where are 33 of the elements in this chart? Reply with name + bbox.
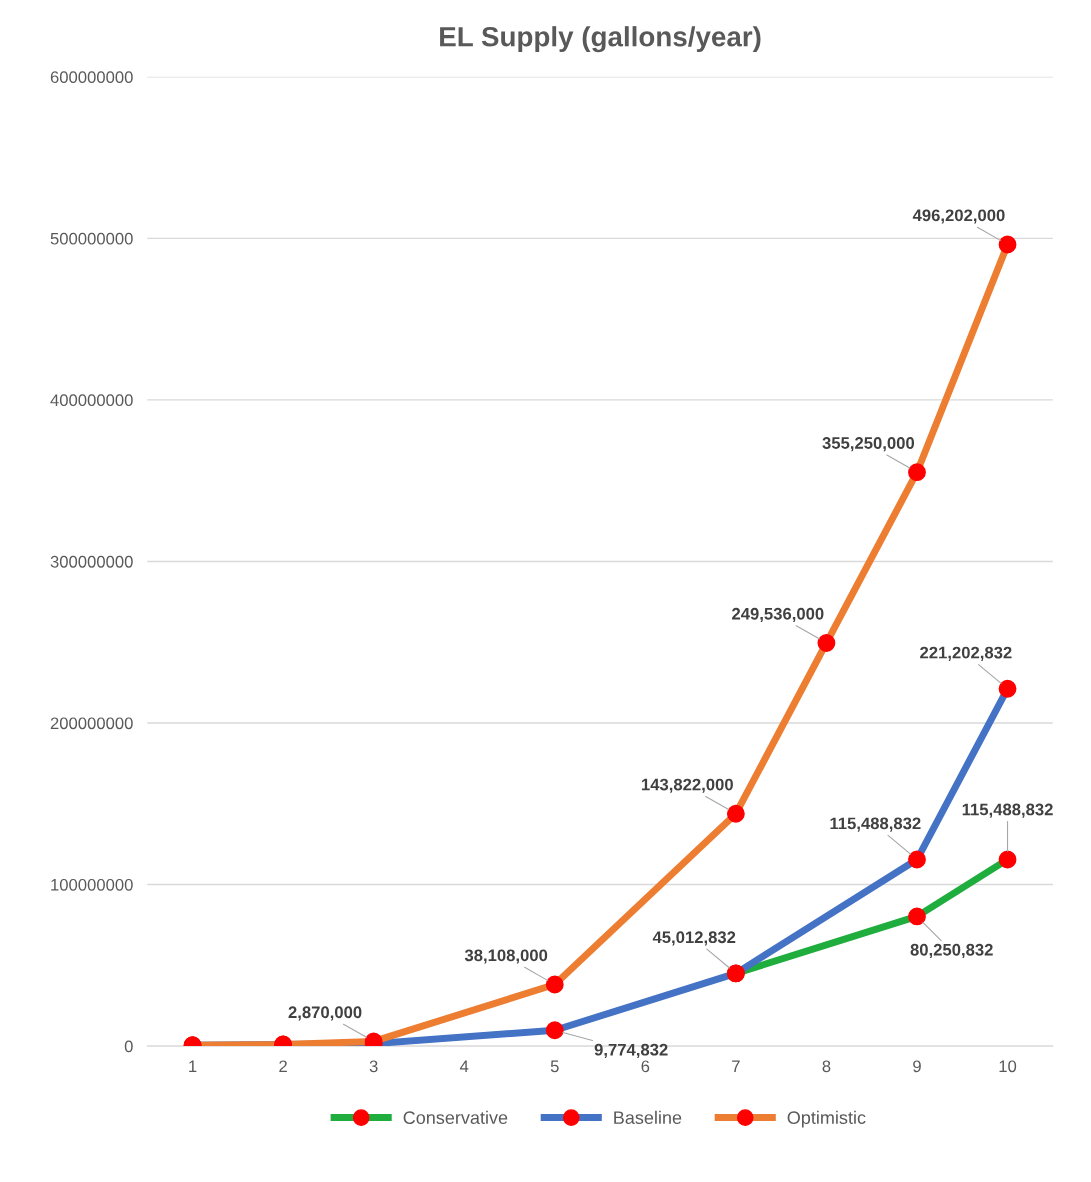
x-tick-label: 6 — [641, 1060, 650, 1073]
x-tick-label: 9 — [913, 1060, 921, 1073]
data-label: 496,202,000 — [912, 209, 1005, 224]
x-tick-label: 7 — [732, 1060, 740, 1073]
y-tick-label: 600000000 — [50, 71, 133, 84]
legend-label: Optimistic — [787, 1110, 866, 1128]
y-tick-label: 200000000 — [50, 717, 133, 730]
y-tick-label: 100000000 — [51, 878, 133, 891]
data-label: 115,488,832 — [962, 803, 1053, 818]
data-label: 143,822,000 — [641, 778, 733, 793]
data-label: 80,250,832 — [910, 943, 993, 959]
data-label: 9,774,832 — [594, 1043, 668, 1058]
y-tick-label: 400000000 — [50, 394, 133, 407]
legend-label: Baseline — [614, 1110, 682, 1125]
y-tick-label: 300000000 — [50, 555, 133, 568]
data-label: 38,108,000 — [464, 949, 548, 964]
x-tick-label: 4 — [459, 1060, 469, 1073]
x-tick-label: 2 — [279, 1060, 287, 1073]
chart-title: EL Supply (gallons/year) — [440, 26, 761, 53]
data-label: 249,536,000 — [732, 607, 824, 623]
data-label: 2,870,000 — [288, 1006, 362, 1021]
x-tick-label: 5 — [550, 1060, 559, 1073]
data-label: 45,012,832 — [652, 931, 736, 946]
legend-label: Conservative — [403, 1110, 508, 1125]
x-tick-label: 1 — [189, 1060, 197, 1073]
y-tick-label: 500000000 — [50, 232, 133, 245]
x-tick-label: 8 — [822, 1060, 831, 1073]
data-label: 115,488,832 — [830, 817, 921, 832]
data-label: 355,250,000 — [822, 437, 915, 452]
data-label: 221,202,832 — [920, 646, 1012, 661]
x-tick-label: 10 — [999, 1060, 1017, 1073]
x-tick-label: 3 — [369, 1060, 378, 1073]
y-tick-label: 0 — [124, 1040, 133, 1053]
